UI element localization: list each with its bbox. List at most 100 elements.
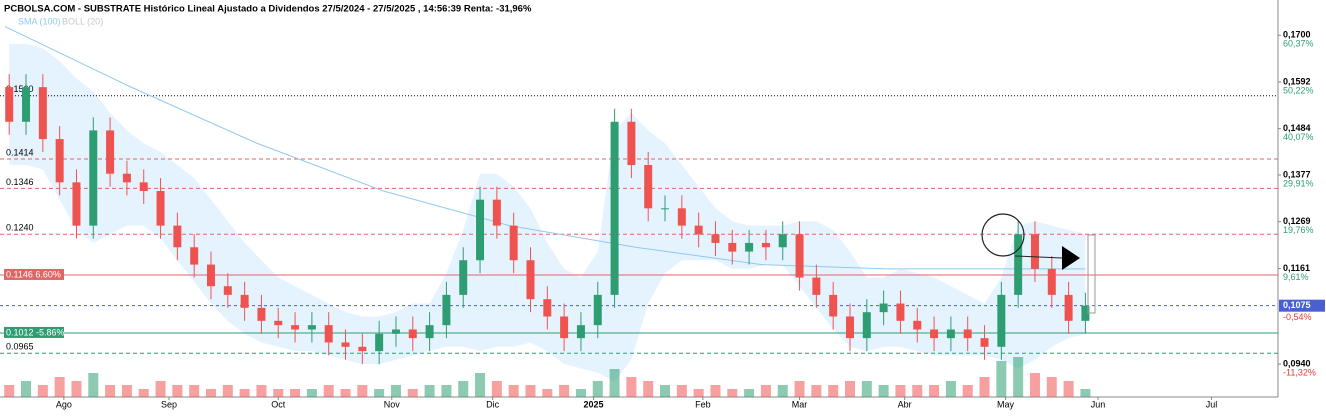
candle-body [845,316,854,339]
volume-bar [306,389,317,397]
candle-body [22,87,31,122]
percent-label: 19,76% [1283,225,1314,235]
level-label: 0.0965 [6,342,34,352]
candle-body [442,294,451,326]
candle-body [778,234,787,248]
volume-bar [407,389,418,397]
volume-bar [727,389,738,397]
candle-body [745,242,754,252]
candle-body [728,242,737,252]
candle-body [139,182,148,192]
candle-body [543,299,552,317]
volume-bar [794,381,805,397]
level-label-box [4,268,64,280]
last-price-box [1279,299,1325,312]
candle-body [509,225,518,261]
percent-label: -0,54% [1283,312,1312,322]
level-label-box [4,326,64,338]
candle-body [89,130,98,226]
y-tick-label: 0,1377 [1283,169,1311,179]
plot: 0.1560 0.1414 0.1346 0.1240 0.1146 6.60% 0.10… [0,26,1278,397]
volume-bar [811,385,822,397]
level-label: 0.1346 [6,177,34,187]
volume-bar [458,381,469,397]
x-tick-label: Sep [161,399,177,409]
candle-body [644,165,653,209]
volume-bar [441,385,452,397]
volume-bar [525,385,536,397]
candle-body [896,303,905,321]
candle-body [173,225,182,248]
level-label: 0.1414 [6,147,34,157]
candle-body [257,307,266,321]
volume-bar [1063,381,1074,397]
candle-body [291,325,300,330]
volume-bar [760,385,771,397]
y-tick-label: 0,1700 [1283,30,1311,40]
volume-bar [660,385,671,397]
candle-body [829,294,838,317]
volume-bar [256,385,267,397]
volume-bar [895,385,906,397]
percent-label: 60,37% [1283,39,1314,49]
volume-bar [912,385,923,397]
percent-label: 29,91% [1283,178,1314,188]
candle-body [122,173,131,183]
volume-bar [390,385,401,397]
volume-bar [929,385,940,397]
annotation-range-box [1087,234,1096,314]
volume-bar [239,389,250,397]
volume-bar [1029,373,1040,397]
candle-body [526,260,535,300]
candle-body [72,182,81,226]
annotation-circle [981,213,1025,257]
x-tick-label: Dic [486,399,499,409]
candle-body [761,242,770,248]
volume-bar [744,389,755,397]
volume-bar [609,369,620,397]
x-tick-label: Abr [898,399,912,409]
candle-body [913,320,922,330]
percent-label: -11,32% [1283,367,1316,377]
volume-bar [861,381,872,397]
level-label: 0.1146 6.60% [6,269,61,279]
volume-bar [155,381,166,397]
volume-bar [475,373,486,397]
volume-bar [996,361,1007,397]
volume-bar [643,381,654,397]
volume-bar [357,385,368,397]
candle-body [476,199,485,261]
percent-label: 9,61% [1283,272,1309,282]
volume-bar [290,389,301,397]
candle-body [341,342,350,347]
candle-body [560,316,569,339]
annotation-arrow-head [1062,246,1080,270]
candle-body [946,329,955,339]
candle-body [492,199,501,226]
level-label: 0.1560 [6,84,34,94]
volume-bar [1080,389,1091,397]
x-tick-label: Ago [56,399,72,409]
candle-body [459,260,468,295]
candle-body [610,121,619,295]
volume-bar [626,377,637,397]
volume-bar [172,385,183,397]
volume-bar [559,385,570,397]
volume-bar [592,381,603,397]
y-tick-label: 0,1484 [1283,123,1311,133]
candle-body [930,329,939,339]
x-tick-label: Mar [792,399,808,409]
percent-label: 50,22% [1283,85,1314,95]
candle-body [38,87,47,140]
volume-bar [121,385,132,397]
candle-body [375,333,384,352]
candle-body [661,208,670,210]
candle-body [5,87,14,122]
candle-body [240,294,249,308]
y-tick-label: 0,1161 [1283,263,1310,273]
last-price-label: 0,1075 [1283,300,1311,310]
volume-bar [962,385,973,397]
volume-bar [205,389,216,397]
